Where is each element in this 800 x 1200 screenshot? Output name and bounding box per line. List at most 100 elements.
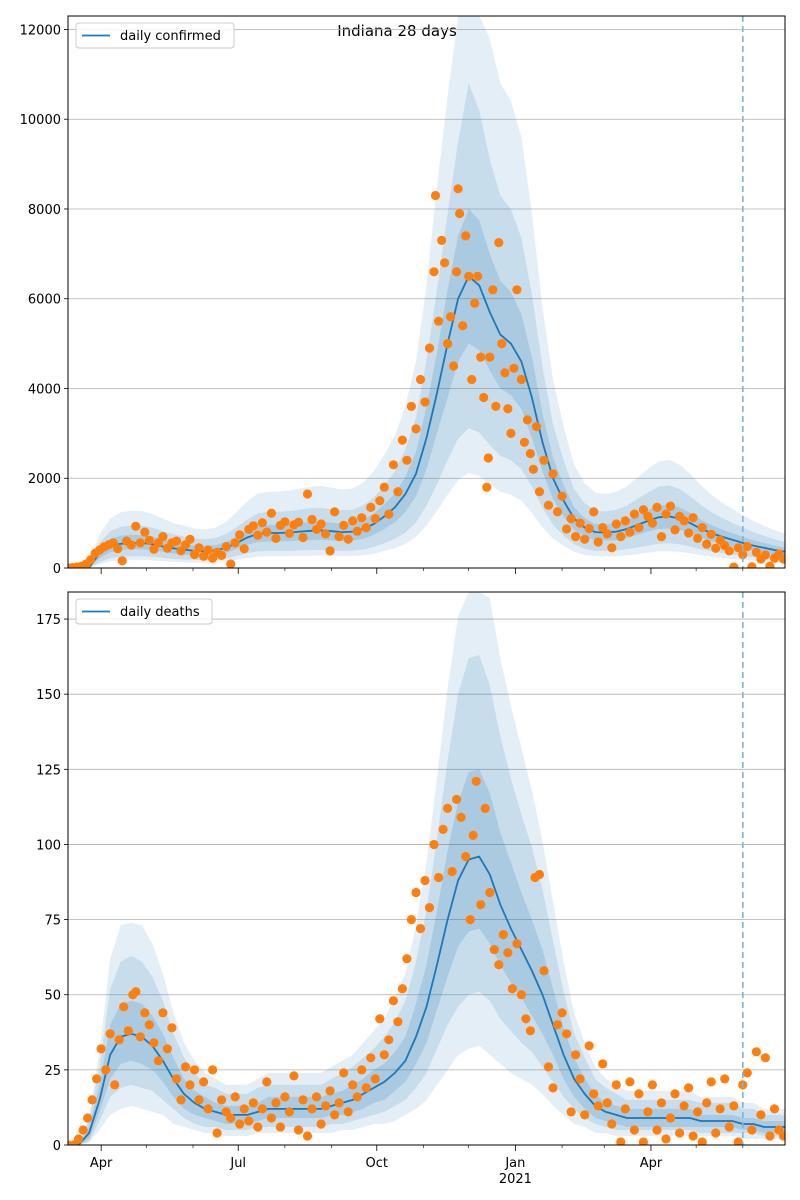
observed-point [461,231,471,241]
observed-point [503,404,513,414]
observed-point [733,1137,743,1145]
observed-point [778,1131,785,1141]
observed-point [73,1134,84,1144]
observed-point [729,562,739,568]
observed-point [271,533,281,544]
observed-point [476,352,486,362]
observed-point [482,482,492,492]
observed-point [452,794,462,805]
y-tick-label: 8000 [28,203,61,218]
observed-point [589,1089,599,1099]
observed-point [629,509,640,519]
observed-point [262,527,272,537]
band-95 [68,83,785,568]
observed-point [516,990,527,1000]
observed-point [339,1068,349,1078]
observed-point [330,1110,340,1120]
observed-point [221,541,231,552]
observed-point [302,1131,313,1141]
observed-point [406,915,416,925]
observed-point [461,851,471,862]
observed-point [661,1134,671,1144]
observed-point [393,1017,403,1027]
observed-point [471,776,481,786]
observed-point [562,1029,572,1039]
observed-point [117,556,127,566]
observed-point [289,1071,299,1081]
observed-point [113,544,123,554]
observed-point [203,545,213,555]
observed-point [370,514,380,524]
chart-confirmed: 0 2000 4000 6000 8000 10000 12000 daily confirm… [20,15,786,577]
observed-point [375,1014,385,1024]
legend-box [75,598,213,625]
observed-point [411,887,421,898]
observed-point [149,1038,159,1048]
observed-point [598,1059,608,1069]
y-tick-label: 100 [36,838,61,853]
observed-point [625,1077,635,1087]
observed-point [548,1083,558,1093]
observed-point [402,954,412,964]
legend-box [75,22,235,49]
observed-point [92,1074,102,1084]
observed-point [158,532,168,542]
observed-point [589,507,599,517]
observed-point [534,487,545,497]
observed-point [733,543,743,553]
observed-point [135,538,145,548]
observed-point [458,321,468,331]
observed-point [751,1047,762,1057]
x-tick-label: Oct [366,1156,388,1171]
y-tick-label: 0 [53,1139,61,1154]
observed-point [217,550,227,561]
observed-point [78,1125,88,1135]
observed-point [357,1065,367,1075]
observed-point [531,422,542,432]
plot-area [68,16,785,568]
observed-point [230,538,240,548]
observed-point [661,509,671,519]
observed-point [434,872,444,883]
x-tick-sublabel: 2021 [499,1172,532,1187]
band-max [68,592,785,1145]
observed-point [512,939,522,949]
observed-point [756,1110,766,1120]
observed-point [693,1107,703,1117]
figure-title: Indiana 28 days [337,22,457,40]
observed-point [697,523,707,533]
y-tick-label: 175 [36,613,61,628]
observed-point [123,1026,133,1036]
y-tick-label: 125 [36,763,61,778]
observed-point [593,537,603,547]
y-tick-label: 150 [36,688,61,703]
observed-point [491,401,501,411]
observed-point [293,1125,304,1135]
observed-point [488,285,498,295]
y-tick-label: 0 [53,562,61,577]
observed-point [562,524,572,534]
observed-point [525,449,536,459]
y-tick-label: 25 [44,1064,61,1079]
observed-point [616,532,626,542]
observed-point [430,190,441,201]
observed-point [679,1101,689,1111]
observed-point [167,1023,177,1033]
observed-point [634,1089,644,1099]
observed-point [697,1137,707,1145]
observed-point [778,554,785,564]
observed-point [424,903,435,913]
observed-point [284,1107,294,1117]
observed-point [643,1107,653,1117]
observed-point [552,1020,563,1030]
observed-point [199,1077,209,1087]
observed-point [131,987,141,997]
observed-point [244,1116,254,1126]
observed-point [307,514,317,525]
observed-point [325,1086,335,1096]
x-tick-label: Apr [90,1156,113,1171]
observed-point [647,518,658,528]
observed-point [670,1089,680,1099]
legend-label: daily confirmed [120,29,221,44]
observed-point [455,208,465,219]
